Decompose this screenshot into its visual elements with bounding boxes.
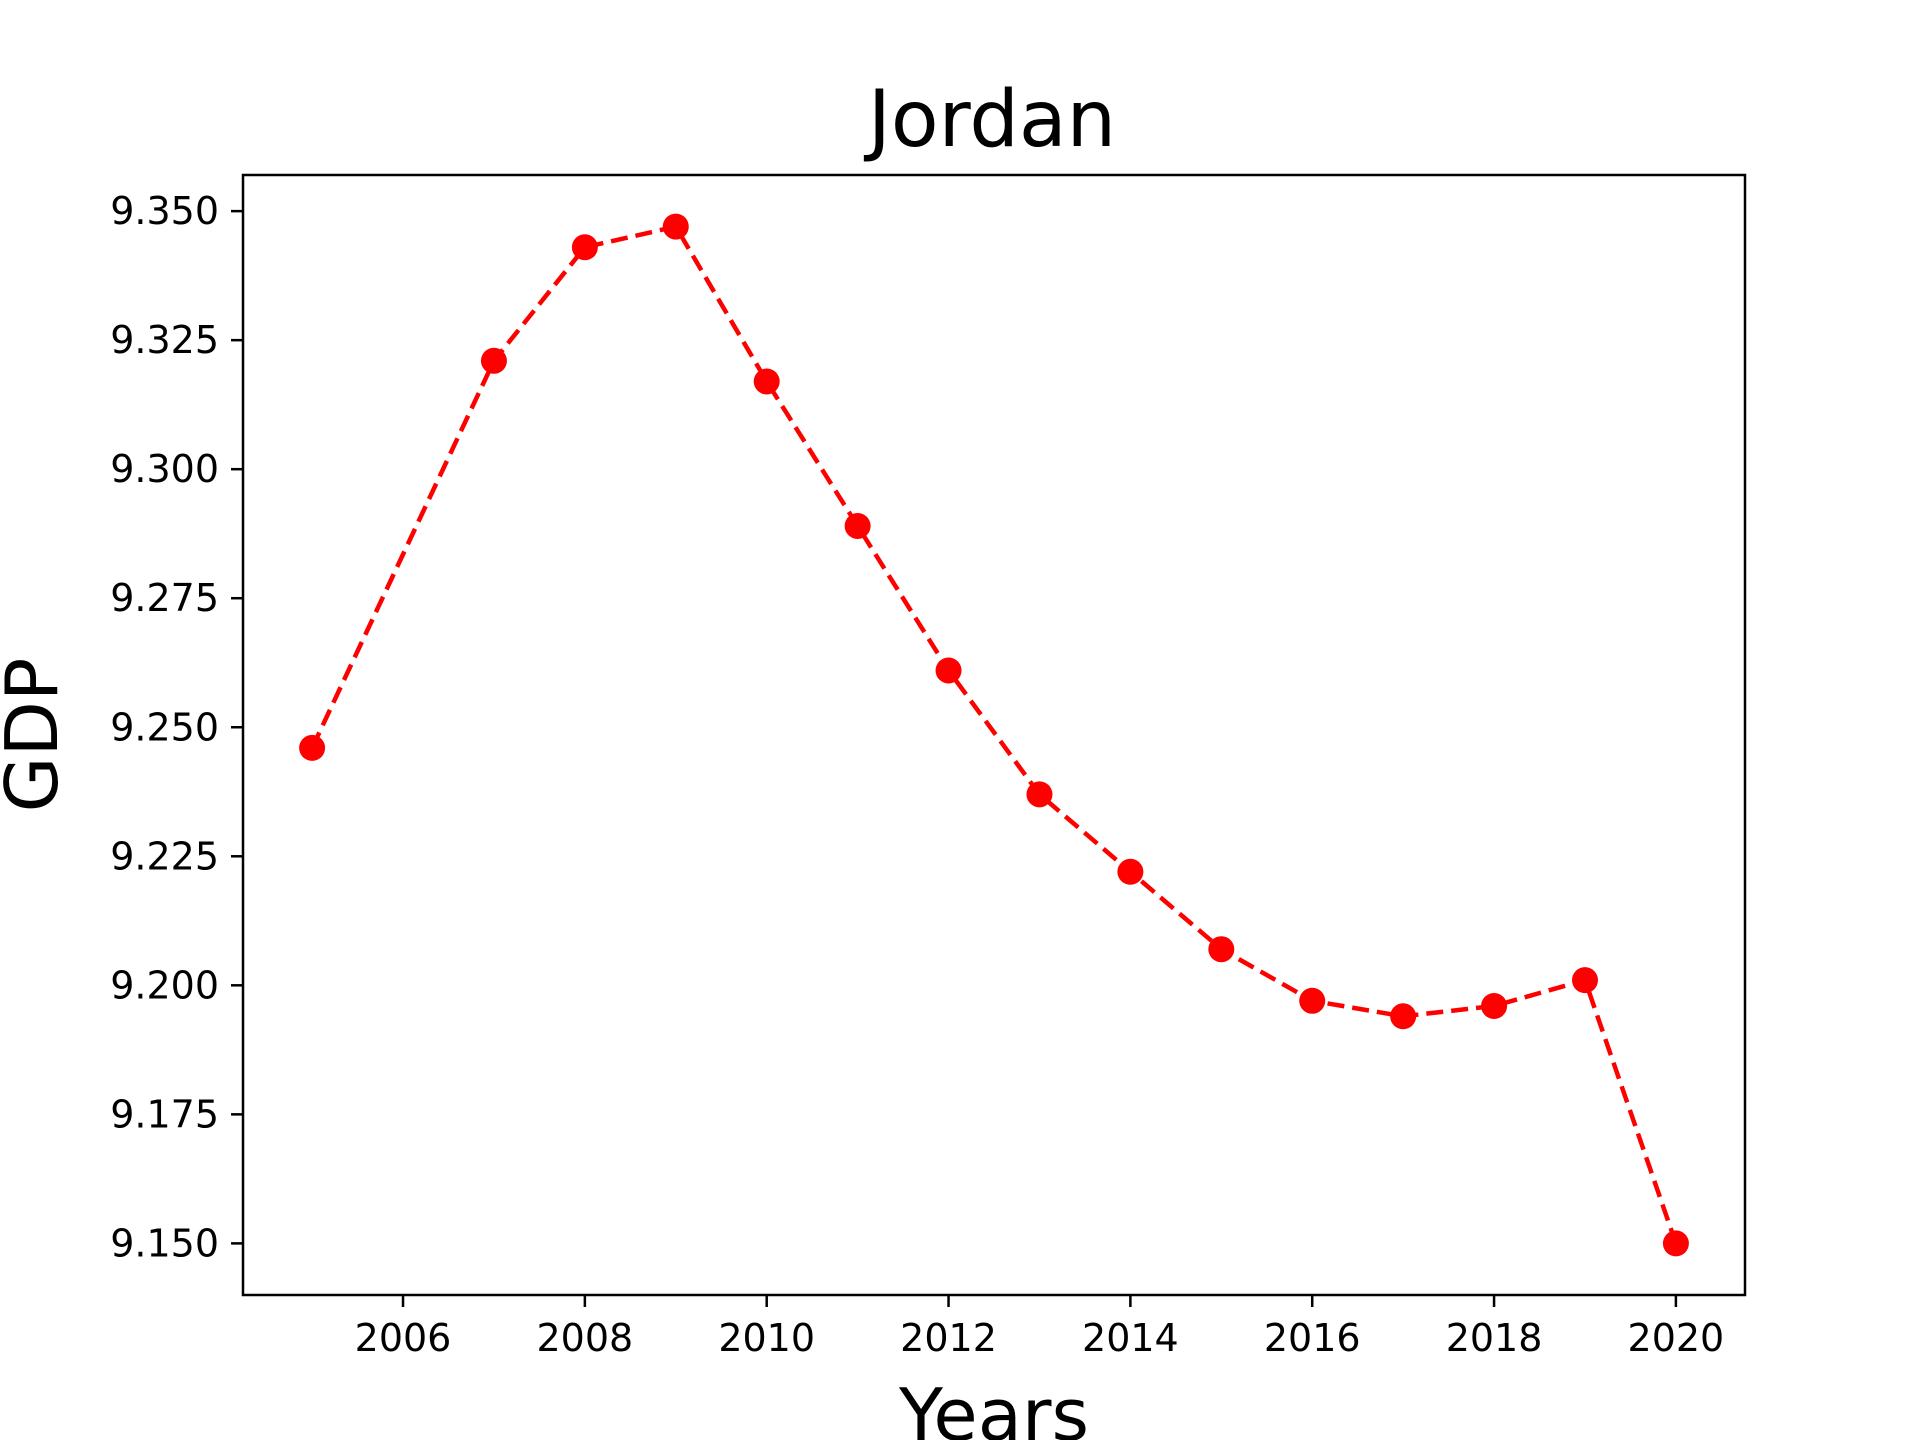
- plot-series: [299, 213, 1689, 1257]
- data-point: [571, 234, 598, 261]
- data-point: [1481, 992, 1508, 1019]
- y-tick-label: 9.225: [110, 834, 219, 878]
- y-axis-label: GDP: [0, 658, 74, 813]
- data-point: [1208, 936, 1235, 963]
- y-tick-label: 9.275: [110, 576, 219, 620]
- data-point: [1662, 1230, 1689, 1257]
- y-tick-label: 9.200: [110, 963, 219, 1007]
- y-axis: 9.150 9.175 9.200 9.225 9.250 9.275 9.300 9.325…: [110, 189, 243, 1265]
- y-tick-label: 9.350: [110, 189, 219, 233]
- y-tick-label: 9.175: [110, 1092, 219, 1136]
- x-tick-label: 2010: [718, 1316, 815, 1360]
- data-point: [299, 734, 326, 761]
- y-tick-label: 9.325: [110, 318, 219, 362]
- data-point: [1026, 781, 1053, 808]
- y-tick-label: 9.250: [110, 705, 219, 749]
- x-tick-label: 2016: [1264, 1316, 1361, 1360]
- x-tick-label: 2018: [1446, 1316, 1543, 1360]
- x-tick-label: 2020: [1628, 1316, 1725, 1360]
- data-point: [1117, 858, 1144, 885]
- x-tick-label: 2008: [537, 1316, 634, 1360]
- x-axis-label: Years: [898, 1373, 1089, 1440]
- y-tick-label: 9.150: [110, 1221, 219, 1265]
- x-tick-label: 2012: [900, 1316, 997, 1360]
- data-point: [1390, 1003, 1417, 1030]
- x-axis: 2006 2008 2010 2012 2014 2016 2018 2020: [355, 1295, 1725, 1360]
- data-point: [935, 657, 962, 684]
- plot-frame: [241, 173, 1747, 1297]
- x-tick-label: 2014: [1082, 1316, 1179, 1360]
- data-point: [480, 347, 507, 374]
- chart-title: Jordan: [863, 75, 1116, 165]
- data-point: [753, 368, 780, 395]
- x-tick-label: 2006: [355, 1316, 452, 1360]
- y-tick-label: 9.300: [110, 447, 219, 491]
- data-point: [1571, 967, 1598, 994]
- data-point: [844, 512, 871, 539]
- data-point: [1299, 987, 1326, 1014]
- data-point: [662, 213, 689, 240]
